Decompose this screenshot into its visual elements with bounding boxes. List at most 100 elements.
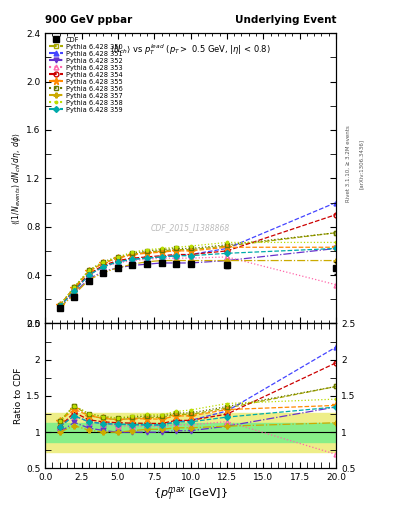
Pythia 6.428 351 <box>130 257 135 263</box>
Pythia 6.428 358 <box>116 254 120 260</box>
Pythia 6.428 353 <box>174 255 178 261</box>
Line: Pythia 6.428 350: Pythia 6.428 350 <box>57 230 338 308</box>
Text: $\langle N_{ch}\rangle$ vs $p_T^{lead}$ ($p_T >$ 0.5 GeV, $|\eta|$ < 0.8): $\langle N_{ch}\rangle$ vs $p_T^{lead}$ … <box>110 42 271 57</box>
Pythia 6.428 354 <box>86 271 91 277</box>
Pythia 6.428 351 <box>101 264 106 270</box>
Pythia 6.428 357 <box>188 258 193 264</box>
Pythia 6.428 353 <box>101 264 106 270</box>
Bar <box>45 413 336 452</box>
Pythia 6.428 357 <box>130 261 135 267</box>
Pythia 6.428 353 <box>86 272 91 278</box>
Pythia 6.428 350 <box>225 243 230 249</box>
Pythia 6.428 350 <box>72 284 77 290</box>
Text: CDF_2015_I1388868: CDF_2015_I1388868 <box>151 223 230 232</box>
Pythia 6.428 352 <box>130 262 135 268</box>
Pythia 6.428 358 <box>174 244 178 250</box>
Pythia 6.428 354 <box>72 287 77 293</box>
Pythia 6.428 351 <box>225 245 230 251</box>
Pythia 6.428 350 <box>101 260 106 266</box>
Pythia 6.428 351 <box>86 272 91 278</box>
Line: Pythia 6.428 357: Pythia 6.428 357 <box>57 258 338 310</box>
Pythia 6.428 353 <box>159 255 164 261</box>
Pythia 6.428 355 <box>116 255 120 261</box>
Pythia 6.428 355 <box>72 285 77 291</box>
Line: Pythia 6.428 354: Pythia 6.428 354 <box>57 212 338 309</box>
Pythia 6.428 355 <box>174 248 178 254</box>
Pythia 6.428 359 <box>101 264 106 270</box>
Pythia 6.428 354 <box>159 252 164 259</box>
Pythia 6.428 358 <box>145 247 149 253</box>
Pythia 6.428 359 <box>225 250 230 257</box>
Line: Pythia 6.428 352: Pythia 6.428 352 <box>57 246 338 310</box>
Pythia 6.428 356 <box>334 230 338 236</box>
Pythia 6.428 359 <box>57 304 62 310</box>
Pythia 6.428 357 <box>101 269 106 275</box>
Pythia 6.428 352 <box>72 290 77 296</box>
Pythia 6.428 350 <box>188 247 193 253</box>
Pythia 6.428 359 <box>116 259 120 265</box>
Pythia 6.428 355 <box>145 250 149 257</box>
Pythia 6.428 354 <box>174 251 178 258</box>
Pythia 6.428 354 <box>188 251 193 258</box>
Pythia 6.428 352 <box>86 275 91 282</box>
X-axis label: $\{p_T^{max}$ [GeV]$\}$: $\{p_T^{max}$ [GeV]$\}$ <box>153 485 228 502</box>
Pythia 6.428 356 <box>116 254 120 260</box>
Pythia 6.428 355 <box>57 302 62 308</box>
Pythia 6.428 351 <box>116 259 120 265</box>
Pythia 6.428 356 <box>145 248 149 254</box>
Pythia 6.428 358 <box>72 284 77 290</box>
Pythia 6.428 358 <box>130 249 135 255</box>
Pythia 6.428 355 <box>101 260 106 266</box>
Pythia 6.428 355 <box>130 251 135 258</box>
Y-axis label: Ratio to CDF: Ratio to CDF <box>14 368 23 424</box>
Pythia 6.428 355 <box>159 249 164 255</box>
Pythia 6.428 352 <box>101 268 106 274</box>
Pythia 6.428 358 <box>86 267 91 273</box>
Pythia 6.428 354 <box>225 248 230 254</box>
Pythia 6.428 359 <box>159 254 164 260</box>
Pythia 6.428 354 <box>334 211 338 218</box>
Pythia 6.428 355 <box>334 244 338 250</box>
Line: Pythia 6.428 355: Pythia 6.428 355 <box>56 243 340 309</box>
Pythia 6.428 356 <box>188 245 193 251</box>
Pythia 6.428 354 <box>130 255 135 261</box>
Pythia 6.428 359 <box>72 288 77 294</box>
Pythia 6.428 352 <box>334 245 338 251</box>
Pythia 6.428 350 <box>86 268 91 274</box>
Pythia 6.428 350 <box>57 302 62 308</box>
Pythia 6.428 357 <box>57 305 62 311</box>
Pythia 6.428 350 <box>159 248 164 254</box>
Text: [arXiv:1306.3436]: [arXiv:1306.3436] <box>358 139 364 189</box>
Pythia 6.428 356 <box>174 245 178 251</box>
Pythia 6.428 356 <box>72 284 77 290</box>
Pythia 6.428 357 <box>174 258 178 264</box>
Line: Pythia 6.428 351: Pythia 6.428 351 <box>57 200 338 309</box>
Pythia 6.428 354 <box>145 254 149 260</box>
Pythia 6.428 358 <box>188 243 193 249</box>
Pythia 6.428 352 <box>174 260 178 266</box>
Pythia 6.428 351 <box>174 252 178 259</box>
Pythia 6.428 352 <box>225 258 230 264</box>
Pythia 6.428 358 <box>159 245 164 251</box>
Y-axis label: $\langle(1/N_{events})\ dN_{ch}/d\eta,\ d\phi\rangle$: $\langle(1/N_{events})\ dN_{ch}/d\eta,\ … <box>10 132 23 225</box>
Pythia 6.428 354 <box>116 258 120 264</box>
Pythia 6.428 353 <box>188 255 193 261</box>
Text: Underlying Event: Underlying Event <box>235 14 336 25</box>
Pythia 6.428 357 <box>116 265 120 271</box>
Pythia 6.428 355 <box>188 248 193 254</box>
Pythia 6.428 353 <box>72 288 77 294</box>
Pythia 6.428 358 <box>225 239 230 245</box>
Pythia 6.428 351 <box>188 251 193 258</box>
Pythia 6.428 356 <box>225 242 230 248</box>
Pythia 6.428 353 <box>145 257 149 263</box>
Pythia 6.428 351 <box>72 288 77 294</box>
Pythia 6.428 356 <box>57 302 62 308</box>
Pythia 6.428 353 <box>116 260 120 266</box>
Pythia 6.428 358 <box>334 239 338 245</box>
Pythia 6.428 351 <box>57 304 62 310</box>
Pythia 6.428 354 <box>57 304 62 310</box>
Pythia 6.428 350 <box>116 255 120 261</box>
Pythia 6.428 353 <box>225 254 230 260</box>
Pythia 6.428 357 <box>225 258 230 264</box>
Pythia 6.428 350 <box>334 230 338 236</box>
